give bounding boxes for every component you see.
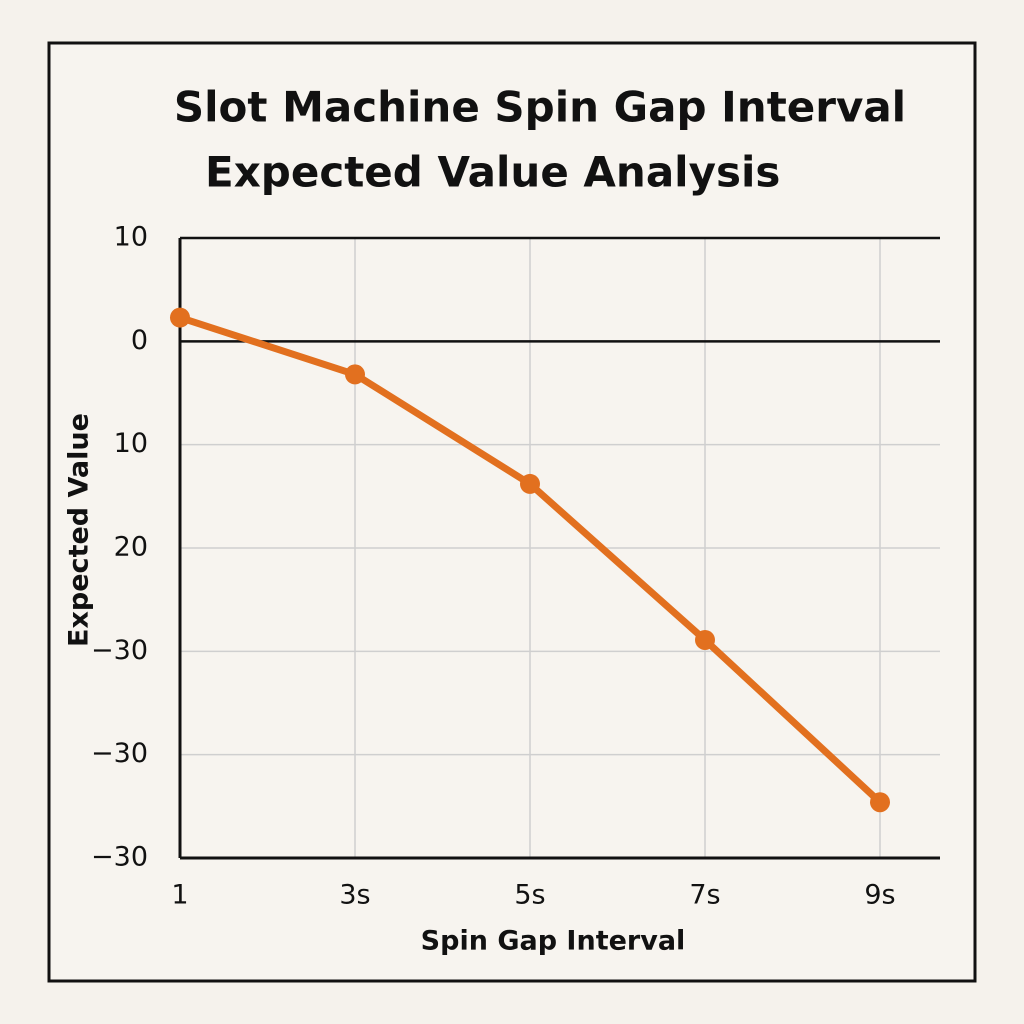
y-tick-label: 0 [131,325,148,356]
chart-frame [47,41,977,983]
data-point [345,364,365,385]
y-tick-label: 20 [114,532,148,563]
chart-title: Slot Machine Spin Gap Interval [174,83,906,132]
data-point [520,473,540,494]
y-tick-label: 10 [114,222,148,253]
x-tick-label: 7s [689,880,720,911]
y-tick-label: −30 [91,635,148,666]
x-tick-label: 1 [171,880,188,911]
data-point [695,629,715,650]
data-point [870,792,890,813]
x-tick-label: 5s [514,880,545,911]
y-tick-label: −30 [91,842,148,873]
x-axis-label: Spin Gap Interval [421,926,686,957]
x-tick-label: 9s [864,880,895,911]
y-tick-label: −30 [91,738,148,769]
chart-title: Expected Value Analysis [205,148,780,197]
y-tick-label: 10 [114,428,148,459]
y-axis-label: Expected Value [64,413,95,647]
x-tick-label: 3s [339,880,370,911]
data-point [170,307,190,328]
